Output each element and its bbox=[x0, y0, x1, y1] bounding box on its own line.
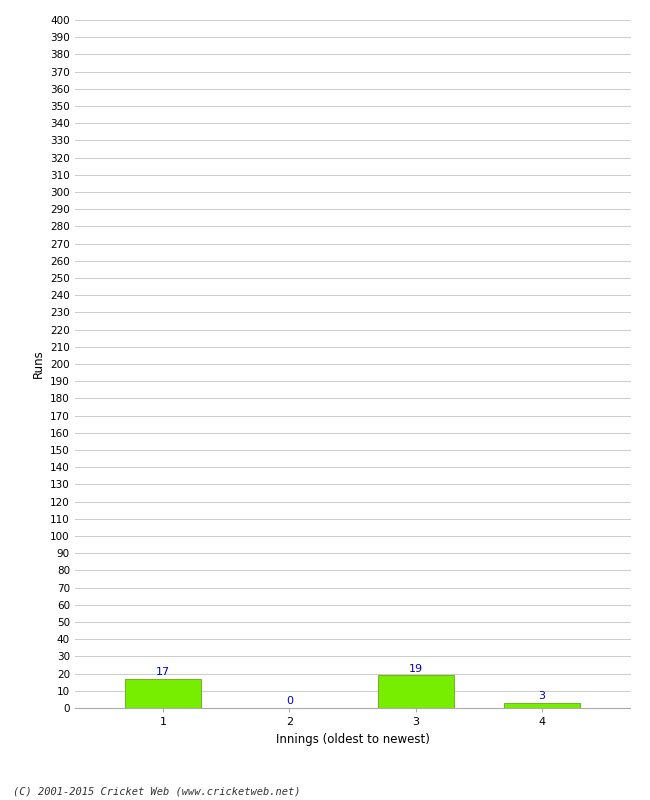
Bar bbox=[125, 678, 201, 708]
Text: (C) 2001-2015 Cricket Web (www.cricketweb.net): (C) 2001-2015 Cricket Web (www.cricketwe… bbox=[13, 786, 300, 796]
Bar bbox=[378, 675, 454, 708]
Bar bbox=[504, 703, 580, 708]
X-axis label: Innings (oldest to newest): Innings (oldest to newest) bbox=[276, 733, 430, 746]
Text: 19: 19 bbox=[409, 664, 423, 674]
Text: 0: 0 bbox=[286, 696, 293, 706]
Text: 17: 17 bbox=[156, 667, 170, 677]
Y-axis label: Runs: Runs bbox=[32, 350, 45, 378]
Text: 3: 3 bbox=[539, 691, 545, 701]
